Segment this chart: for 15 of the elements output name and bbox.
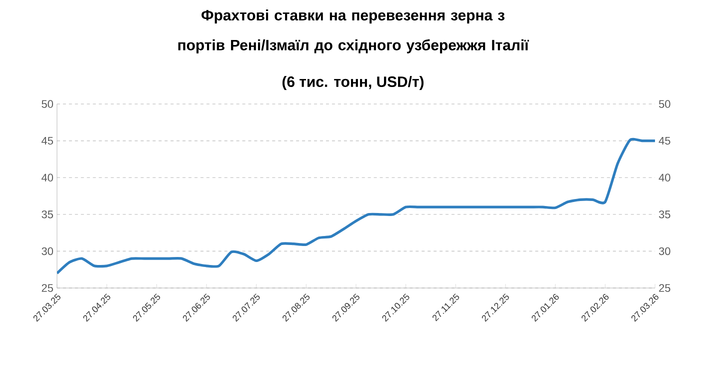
y2-tick-label: 40: [658, 174, 670, 182]
y2-tick-label: 45: [658, 136, 670, 145]
y-tick-label: 40: [42, 174, 54, 182]
chart-title: Фрахтові ставки на перевезення зерна з портів Рені/Ізмаїл до східного узбережжя Італії: [178, 10, 530, 54]
y-tick-label: 45: [42, 136, 54, 145]
y2-tick-label: 35: [658, 210, 670, 218]
y2-tick-label: 25: [659, 284, 670, 292]
y-tick-label: 35: [42, 210, 54, 218]
y2-tick-label: 30: [658, 247, 670, 256]
y-tick-label: 25: [42, 284, 54, 292]
line-series: [57, 138, 656, 275]
y-tick-label: 50: [42, 100, 54, 108]
y-tick-label: 30: [42, 247, 54, 256]
chart-subtitle: (6 тис. тонн, USD/т): [282, 76, 424, 90]
y2-tick-label: 50: [658, 100, 670, 108]
